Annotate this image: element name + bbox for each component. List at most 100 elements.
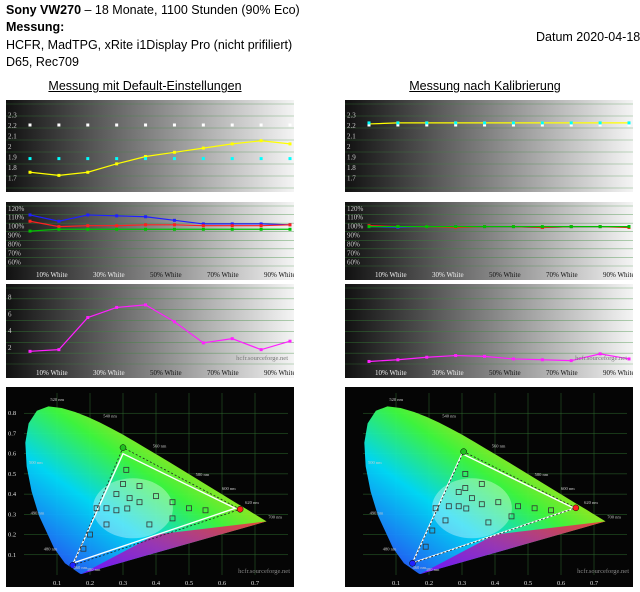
x-tick-label: 50% White [150, 271, 182, 279]
chart-background [6, 284, 294, 378]
y-tick-label: 2.2 [347, 122, 356, 130]
y-tick-label: 60% [8, 259, 21, 267]
cie-diagram-default: 0.1 0.2 0.3 0.4 0.5 0.6 0.7 0.1 0.2 0.3 0.4 0.5 0.6 0… [6, 387, 294, 587]
data-point [144, 215, 148, 219]
data-point [396, 121, 400, 125]
data-point [115, 227, 119, 231]
data-point [454, 225, 458, 229]
y-tick-label: 0.3 [8, 511, 16, 518]
series-line [29, 304, 291, 352]
measurement-point [80, 545, 87, 552]
measurement-point [455, 503, 462, 510]
data-point [86, 157, 90, 161]
data-point [540, 121, 544, 125]
data-point [201, 227, 205, 231]
measurement-point [169, 515, 176, 522]
data-point [57, 219, 61, 223]
measurement-point [169, 499, 176, 506]
measurement-point [123, 466, 130, 473]
data-point [230, 142, 234, 146]
data-point [396, 358, 400, 362]
data-point [627, 225, 631, 229]
series-line [29, 228, 290, 232]
y-tick-label: 8 [8, 293, 12, 301]
y-tick-label: 0.4 [8, 491, 17, 498]
y-tick-label: 70% [347, 250, 360, 258]
data-point [57, 225, 61, 229]
chart-background [345, 100, 633, 192]
x-tick-label: 0.7 [590, 580, 599, 587]
y-tick-label: 110% [8, 214, 24, 222]
series-line [368, 122, 629, 125]
data-point [483, 354, 487, 358]
data-point [172, 123, 176, 127]
wavelength-label: 580 nm [196, 472, 210, 477]
measurement-point [93, 505, 100, 512]
data-point [57, 173, 61, 177]
x-tick-label: 0.1 [53, 580, 61, 587]
y-tick-label: 1.7 [347, 175, 356, 183]
x-tick-label: 90% White [264, 369, 294, 377]
data-point [598, 225, 602, 229]
data-point [425, 225, 429, 229]
data-point [425, 355, 429, 359]
white-region [92, 478, 173, 539]
primary-point [409, 560, 416, 567]
y-tick-label: 2.1 [347, 133, 356, 141]
y-tick-label: 100% [8, 223, 25, 231]
x-tick-label: 70% White [207, 271, 239, 279]
measurement-point [136, 499, 143, 506]
wavelength-label: 700 nm [268, 514, 282, 519]
measurement-point [508, 513, 515, 520]
data-point [288, 157, 292, 161]
measurement-point [103, 505, 110, 512]
measured-gamut [72, 447, 242, 566]
data-point [28, 229, 32, 233]
data-point [511, 225, 515, 229]
data-point [367, 225, 371, 229]
data-point [569, 225, 573, 229]
data-point [172, 150, 176, 154]
measurement-point [455, 489, 462, 495]
device-details: – 18 Monate, 1100 Stunden (90% Eco) [81, 3, 300, 17]
watermark: hcfr.sourceforge.net [236, 355, 288, 362]
x-tick-label: 0.6 [557, 580, 566, 587]
data-point [425, 123, 429, 127]
data-point [172, 227, 176, 231]
primary-point [119, 444, 127, 451]
data-point [230, 224, 234, 228]
y-tick-label: 60% [347, 259, 360, 267]
data-point [288, 227, 292, 231]
measurement-point [445, 503, 452, 510]
measurement-point [136, 483, 143, 489]
x-tick-label: 90% White [603, 271, 633, 279]
wavelength-label: 480 nm [44, 547, 58, 552]
white-region [431, 478, 512, 539]
x-tick-label: 0.2 [425, 580, 433, 587]
data-point [540, 225, 544, 229]
data-point [569, 123, 573, 127]
y-tick-label: 120% [347, 205, 364, 213]
wavelength-label: 490 nm [31, 510, 45, 515]
wavelength-label: 560 nm [153, 444, 167, 449]
measurement-point [515, 503, 522, 510]
data-point [201, 222, 205, 226]
data-point [144, 155, 148, 158]
wavelength-label: 500 nm [29, 460, 43, 465]
data-point [483, 225, 487, 229]
y-tick-label: 100% [347, 223, 364, 231]
data-point [115, 224, 119, 228]
y-tick-label: 90% [347, 232, 360, 240]
data-point [86, 316, 90, 320]
watermark: hcfr.sourceforge.net [238, 568, 290, 575]
data-point [144, 157, 148, 161]
data-point [115, 123, 119, 127]
data-point [230, 123, 234, 127]
data-point [259, 222, 263, 226]
x-tick-label: 0.5 [185, 580, 193, 587]
data-point [172, 218, 176, 222]
measurement-target: D65, Rec709 [6, 55, 79, 69]
y-tick-label: 0.8 [8, 410, 16, 417]
measurement-point [126, 495, 133, 502]
x-tick-label: 0.5 [524, 580, 532, 587]
